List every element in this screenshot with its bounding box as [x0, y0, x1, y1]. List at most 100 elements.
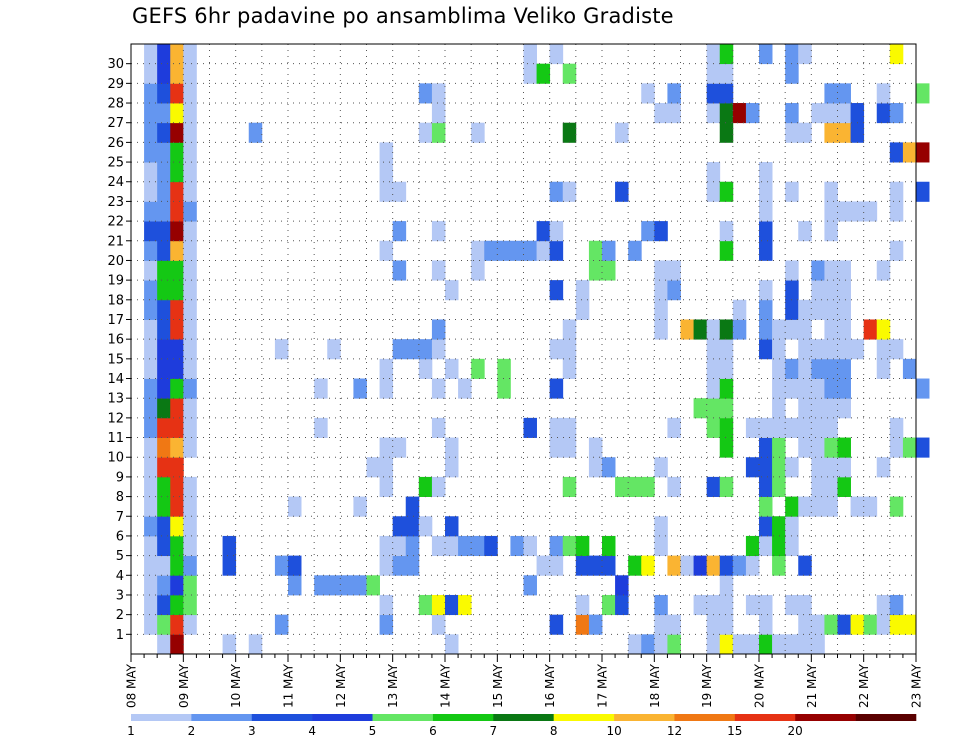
- heatmap-cell: [170, 280, 184, 301]
- y-tick-label: 12: [107, 411, 124, 426]
- heatmap-cell: [759, 44, 773, 65]
- heatmap-cell: [706, 319, 721, 340]
- y-tick-label: 23: [107, 195, 124, 210]
- heatmap-cell: [144, 437, 158, 458]
- y-tick-label: 17: [107, 313, 124, 328]
- heatmap-cell: [667, 417, 681, 438]
- heatmap-cell: [575, 555, 590, 576]
- heatmap-cell: [445, 634, 459, 655]
- heatmap-cell: [876, 339, 891, 360]
- heatmap-cell: [274, 339, 289, 360]
- heatmap-cell: [392, 535, 407, 557]
- y-tick-label: 14: [107, 372, 124, 387]
- heatmap-cell: [641, 476, 655, 497]
- heatmap-cell: [706, 358, 721, 379]
- heatmap-cell: [798, 634, 812, 655]
- heatmap-cell: [602, 535, 616, 557]
- heatmap-cell: [876, 103, 891, 124]
- heatmap-cell: [392, 555, 407, 576]
- legend-swatch: [674, 714, 736, 721]
- heatmap-cell: [144, 457, 158, 478]
- heatmap-cell: [719, 476, 734, 497]
- heatmap-cell: [824, 378, 838, 399]
- heatmap-cell: [549, 181, 564, 202]
- heatmap-cell: [157, 339, 171, 360]
- heatmap-cell: [785, 260, 799, 281]
- heatmap-cell: [562, 122, 577, 143]
- heatmap-cell: [772, 378, 786, 399]
- heatmap-cell: [183, 358, 197, 379]
- heatmap-cell: [431, 260, 446, 281]
- heatmap-cell: [745, 417, 760, 438]
- heatmap-cell: [170, 496, 184, 517]
- heatmap-cell: [916, 378, 930, 399]
- heatmap-cell: [837, 201, 851, 222]
- heatmap-cell: [798, 358, 812, 379]
- legend-label: 7: [489, 724, 497, 738]
- heatmap-cell: [497, 240, 511, 261]
- heatmap-cell: [144, 221, 158, 242]
- heatmap-cell: [144, 240, 158, 261]
- heatmap-cell: [837, 339, 851, 360]
- heatmap-cell: [824, 181, 838, 202]
- heatmap-cell: [654, 516, 668, 537]
- heatmap-cell: [248, 634, 263, 655]
- heatmap-cell: [144, 103, 158, 124]
- heatmap-cell: [183, 378, 197, 399]
- heatmap-cell: [811, 398, 825, 419]
- heatmap-cell: [431, 103, 446, 124]
- heatmap-cell: [719, 319, 734, 340]
- x-tick-label: 09 MAY: [177, 663, 191, 708]
- heatmap-cell: [484, 535, 498, 557]
- heatmap-cell: [719, 378, 734, 399]
- heatmap-cell: [641, 555, 655, 576]
- heatmap-cell: [863, 496, 878, 517]
- heatmap-cell: [837, 358, 851, 379]
- heatmap-cell: [157, 103, 171, 124]
- heatmap-cell: [772, 358, 786, 379]
- heatmap-cell: [157, 319, 171, 340]
- heatmap-cell: [588, 614, 603, 635]
- y-tick-label: 25: [107, 156, 124, 171]
- heatmap-cell: [889, 437, 904, 458]
- heatmap-cell: [719, 221, 734, 242]
- heatmap-cell: [523, 535, 537, 557]
- heatmap-cell: [706, 614, 721, 635]
- y-tick-label: 4: [116, 569, 124, 584]
- heatmap-cell: [745, 555, 760, 576]
- heatmap-cell: [785, 457, 799, 478]
- heatmap-cell: [889, 181, 904, 202]
- heatmap-cell: [523, 44, 537, 65]
- heatmap-cell: [379, 181, 394, 202]
- heatmap-cell: [183, 417, 197, 438]
- heatmap-cell: [183, 398, 197, 419]
- heatmap-cell: [837, 122, 851, 143]
- heatmap-cell: [628, 476, 642, 497]
- heatmap-cell: [837, 83, 851, 104]
- heatmap-cell: [824, 221, 838, 242]
- heatmap-cell: [745, 594, 760, 616]
- heatmap-cell: [850, 103, 865, 124]
- heatmap-cell: [602, 457, 616, 478]
- heatmap-cell: [824, 201, 838, 222]
- heatmap-cell: [824, 614, 838, 635]
- x-tick-label: 19 MAY: [700, 663, 714, 708]
- y-tick-label: 6: [116, 529, 124, 544]
- heatmap-cell: [170, 535, 184, 557]
- heatmap-cell: [183, 280, 197, 301]
- legend-label: 12: [667, 724, 682, 738]
- heatmap-cell: [418, 594, 433, 616]
- heatmap-cell: [183, 476, 197, 497]
- heatmap-cell: [170, 575, 184, 596]
- heatmap-cell: [183, 221, 197, 242]
- heatmap-cell: [667, 103, 681, 124]
- heatmap-cell: [183, 594, 197, 616]
- heatmap-cell: [314, 417, 328, 438]
- heatmap-cell: [183, 535, 197, 557]
- heatmap-cell: [785, 181, 799, 202]
- heatmap-cell: [157, 516, 171, 537]
- heatmap-cell: [157, 634, 171, 655]
- heatmap-cell: [706, 594, 721, 616]
- heatmap-cell: [379, 614, 394, 635]
